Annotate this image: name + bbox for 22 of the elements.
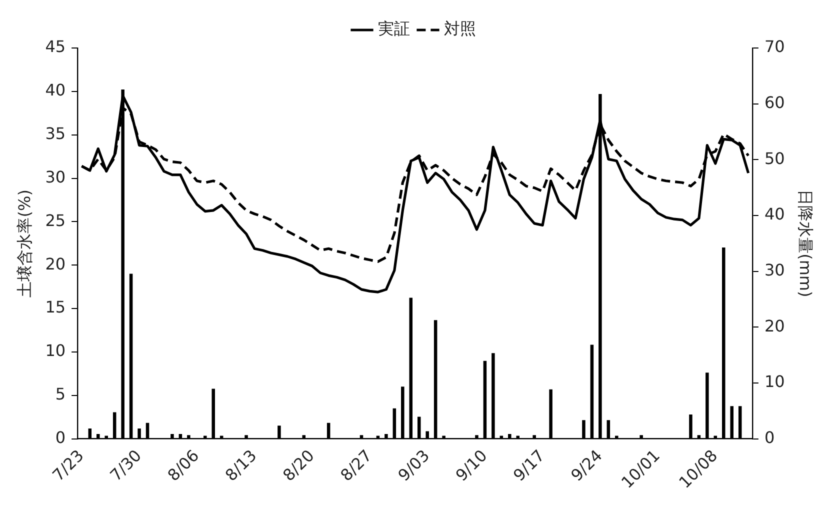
y2-axis-title: 日降水量(mm)	[796, 190, 816, 298]
y-tick-label: 35	[45, 124, 66, 144]
y-tick-label: 25	[45, 210, 66, 230]
y-tick-label: 5	[55, 384, 66, 404]
y-tick-label: 45	[45, 37, 66, 56]
y-tick-label: 15	[45, 298, 66, 317]
y-tick-label: 30	[45, 167, 66, 186]
y2-tick-label: 30	[764, 260, 785, 280]
y-tick-label: 10	[45, 341, 66, 360]
y2-tick-label: 20	[764, 316, 785, 336]
y-tick-label: 20	[45, 254, 66, 274]
y-tick-label: 0	[55, 428, 66, 447]
y2-tick-label: 0	[764, 428, 775, 447]
y-tick-label: 40	[45, 80, 66, 100]
y2-tick-label: 10	[764, 372, 785, 392]
legend-label: 対照	[444, 19, 476, 38]
y2-tick-label: 50	[764, 148, 785, 168]
legend-label: 実証	[378, 19, 410, 38]
y-axis-title: 土壌含水率(%)	[14, 190, 34, 298]
y2-tick-label: 60	[764, 92, 785, 112]
y2-tick-label: 70	[764, 37, 785, 56]
y2-tick-label: 40	[764, 204, 785, 224]
